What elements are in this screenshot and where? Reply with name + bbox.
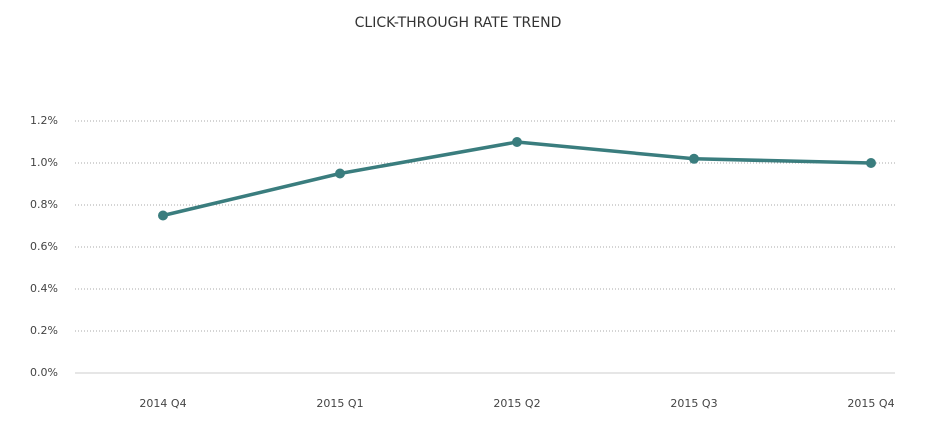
y-tick-label: 1.2% — [30, 114, 58, 127]
x-tick-label: 2015 Q1 — [316, 397, 363, 410]
x-tick-label: 2015 Q4 — [847, 397, 894, 410]
chart-title: CLICK-THROUGH RATE TREND — [355, 15, 562, 31]
y-tick-label: 0.4% — [30, 282, 58, 295]
x-tick-label: 2014 Q4 — [139, 397, 186, 410]
x-tick-label: 2015 Q2 — [493, 397, 540, 410]
point — [158, 210, 168, 221]
y-tick-label: 1.0% — [30, 156, 58, 169]
point — [866, 158, 876, 168]
point — [335, 168, 345, 179]
x-tick-label: 2015 Q3 — [670, 397, 717, 410]
y-tick-label: 0.8% — [30, 198, 58, 211]
line — [162, 140, 872, 218]
y-tick-label: 0.0% — [30, 366, 58, 379]
point — [689, 153, 699, 164]
y-tick-label: 0.6% — [30, 240, 58, 253]
point — [512, 137, 522, 147]
y-tick-label: 0.2% — [30, 324, 58, 337]
